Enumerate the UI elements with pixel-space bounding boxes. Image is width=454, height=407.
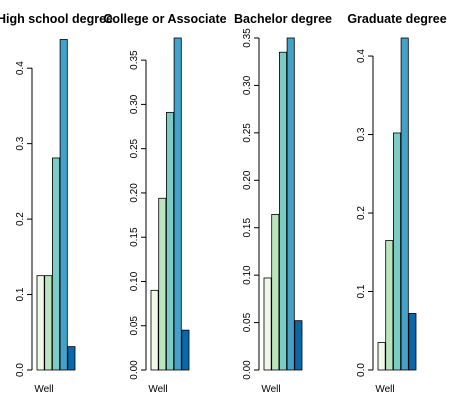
- y-tick-label: 0.1: [356, 284, 367, 298]
- bar-2: [385, 240, 394, 371]
- bar-3: [52, 157, 61, 371]
- bar-3: [165, 111, 174, 371]
- y-tick-label: 0.25: [129, 138, 140, 158]
- y-tick-label: 0.30: [129, 94, 140, 114]
- bar-2: [158, 197, 167, 371]
- x-axis-label: Well: [261, 384, 280, 395]
- y-tick-label: 0.0: [356, 363, 367, 377]
- y-tick-label: 0.05: [129, 316, 140, 336]
- bar-1: [377, 342, 386, 371]
- y-tick-label: 0.3: [356, 127, 367, 141]
- bar-4: [173, 37, 182, 371]
- panel-title: Graduate degree: [347, 12, 446, 26]
- bar-2: [271, 214, 280, 371]
- y-tick-label: 0.35: [129, 50, 140, 70]
- y-tick-label: 0.10: [129, 271, 140, 291]
- bar-4: [59, 39, 68, 371]
- y-tick-label: 0.3: [15, 136, 26, 150]
- bar-5: [181, 329, 190, 371]
- y-tick-label: 0.35: [242, 28, 253, 48]
- y-tick-label: 0.20: [129, 183, 140, 203]
- y-tick-label: 0.10: [242, 265, 253, 285]
- x-axis-label: Well: [375, 384, 394, 395]
- panel-title: College or Associate: [103, 12, 226, 26]
- y-tick-label: 0.00: [242, 360, 253, 380]
- panel-title: High school degree: [0, 12, 113, 26]
- panel-title: Bachelor degree: [234, 12, 332, 26]
- y-tick-label: 0.15: [242, 218, 253, 238]
- y-tick-label: 0.2: [356, 206, 367, 220]
- bar-5: [294, 320, 303, 371]
- y-tick-label: 0.2: [15, 212, 26, 226]
- bar-5: [67, 346, 76, 371]
- bar-4: [400, 37, 409, 371]
- bar-1: [36, 275, 45, 371]
- bar-1: [150, 289, 159, 371]
- y-tick-label: 0.25: [242, 123, 253, 143]
- y-tick-label: 0.00: [129, 360, 140, 380]
- y-tick-label: 0.4: [356, 49, 367, 63]
- y-tick-label: 0.1: [15, 287, 26, 301]
- bar-2: [44, 275, 53, 371]
- bar-5: [408, 313, 417, 371]
- y-tick-label: 0.30: [242, 75, 253, 95]
- bar-3: [392, 132, 401, 371]
- y-tick-label: 0.4: [15, 61, 26, 75]
- y-tick-label: 0.05: [242, 312, 253, 332]
- bar-4: [286, 37, 295, 371]
- y-tick-label: 0.0: [15, 363, 26, 377]
- chart-panel-4: Graduate degree 0.0 0.1 0.2 0.3 0.4 Well: [347, 12, 446, 395]
- y-tick-label: 0.20: [242, 170, 253, 190]
- chart-panel-3: Bachelor degree 0.00 0.05 0.10 0.15 0.20 0.25 0…: [234, 12, 332, 395]
- bar-3: [278, 51, 287, 371]
- x-axis-label: Well: [148, 384, 167, 395]
- bar-1: [263, 277, 272, 371]
- chart-panel-2: College or Associate 0.00 0.05 0.10 0.15 0.20…: [103, 12, 226, 395]
- chart-panel-1: High school degree 0.0 0.1 0.2 0.3 0.4 Well: [0, 12, 113, 395]
- y-tick-label: 0.15: [129, 227, 140, 247]
- x-axis-label: Well: [34, 384, 53, 395]
